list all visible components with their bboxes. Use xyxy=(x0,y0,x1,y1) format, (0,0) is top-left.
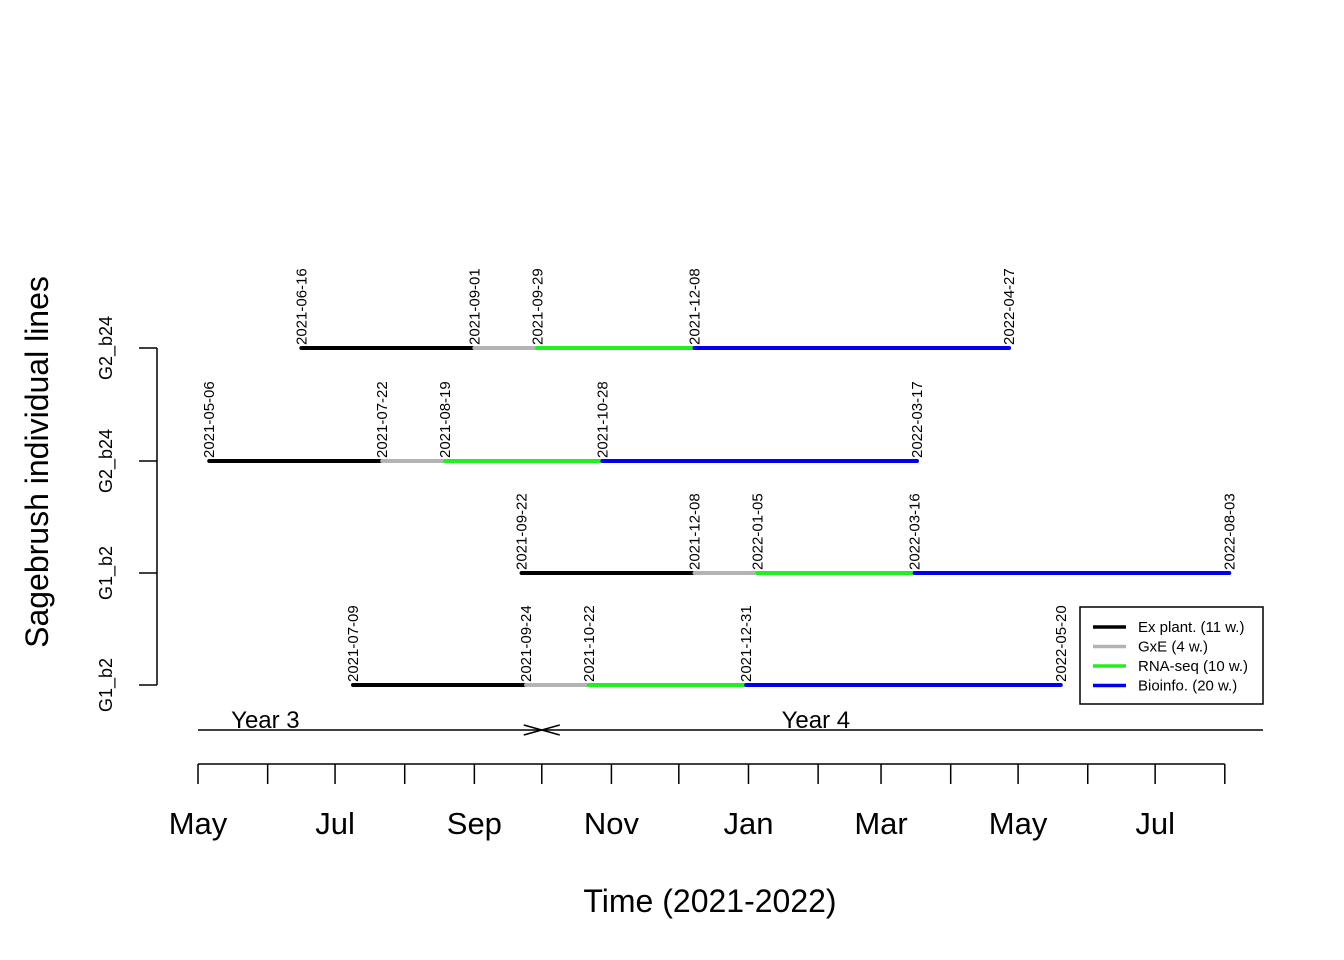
date-label: 2021-10-28 xyxy=(594,381,611,458)
year-bar: Year 3 Year 4 xyxy=(198,707,1263,736)
year-break-marker xyxy=(538,724,560,736)
x-tick-label: Nov xyxy=(584,806,640,841)
date-label: 2021-08-19 xyxy=(437,381,454,458)
timeline-bars: 2021-07-09 2021-09-24 2021-10-22 2021-12-31… xyxy=(201,268,1238,687)
date-label: 2021-10-22 xyxy=(581,605,598,682)
date-label: 2021-09-01 xyxy=(466,268,483,345)
x-tick-label: Jan xyxy=(723,806,773,841)
year-label: Year 3 xyxy=(231,707,300,734)
date-label: 2021-07-09 xyxy=(345,605,362,682)
legend-box xyxy=(1079,606,1264,705)
x-tick-label: May xyxy=(989,806,1048,841)
date-label: 2021-07-22 xyxy=(374,381,391,458)
x-tick-label: Jul xyxy=(1135,806,1175,841)
date-label: 2022-03-16 xyxy=(907,493,924,570)
date-label: 2021-09-29 xyxy=(529,268,546,345)
y-tick-label: G1_b2 xyxy=(96,546,117,600)
y-tick-label: G2_b24 xyxy=(96,429,117,493)
year-label: Year 4 xyxy=(782,707,851,734)
timeline-row: 2021-05-06 2021-07-22 2021-08-19 2021-10-28… xyxy=(201,381,926,463)
x-tick-label: Mar xyxy=(854,806,907,841)
y-tick-label: G1_b2 xyxy=(96,658,117,712)
x-tick-label: May xyxy=(169,806,228,841)
legend-label: Bioinfo. (20 w.) xyxy=(1138,678,1237,695)
y-axis-title: Sagebrush individual lines xyxy=(19,276,55,648)
legend: Ex plant. (11 w.) GxE (4 w.) RNA-seq (10 w… xyxy=(1079,606,1264,705)
timeline-row: 2021-06-16 2021-09-01 2021-09-29 2021-12-08… xyxy=(293,268,1018,350)
date-label: 2021-05-06 xyxy=(201,381,218,458)
x-tick-label: Jul xyxy=(315,806,355,841)
date-label: 2022-05-20 xyxy=(1053,605,1070,682)
date-label: 2022-03-17 xyxy=(909,381,926,458)
date-label: 2021-12-08 xyxy=(687,268,704,345)
x-axis: May Jul Sep Nov Jan Mar May Jul xyxy=(169,763,1226,841)
date-label: 2021-06-16 xyxy=(293,268,310,345)
x-axis-title: Time (2021-2022) xyxy=(583,883,836,919)
x-tick-label: Sep xyxy=(447,806,502,841)
date-label: 2021-09-22 xyxy=(514,493,531,570)
legend-label: Ex plant. (11 w.) xyxy=(1138,619,1244,636)
legend-label: GxE (4 w.) xyxy=(1138,639,1208,656)
y-tick-label: G2_b24 xyxy=(96,316,117,380)
date-label: 2022-04-27 xyxy=(1001,268,1018,345)
date-label: 2021-12-31 xyxy=(738,605,755,682)
date-label: 2021-12-08 xyxy=(687,493,704,570)
timeline-row: 2021-07-09 2021-09-24 2021-10-22 2021-12-31… xyxy=(345,605,1070,687)
date-label: 2022-08-03 xyxy=(1221,493,1238,570)
timeline-row: 2021-09-22 2021-12-08 2022-01-05 2022-03-16… xyxy=(514,493,1238,575)
legend-label: RNA-seq (10 w.) xyxy=(1138,658,1248,675)
date-label: 2022-01-05 xyxy=(749,493,766,570)
y-axis: G1_b2 G1_b2 G2_b24 G2_b24 xyxy=(96,316,158,712)
date-label: 2021-09-24 xyxy=(518,605,535,682)
